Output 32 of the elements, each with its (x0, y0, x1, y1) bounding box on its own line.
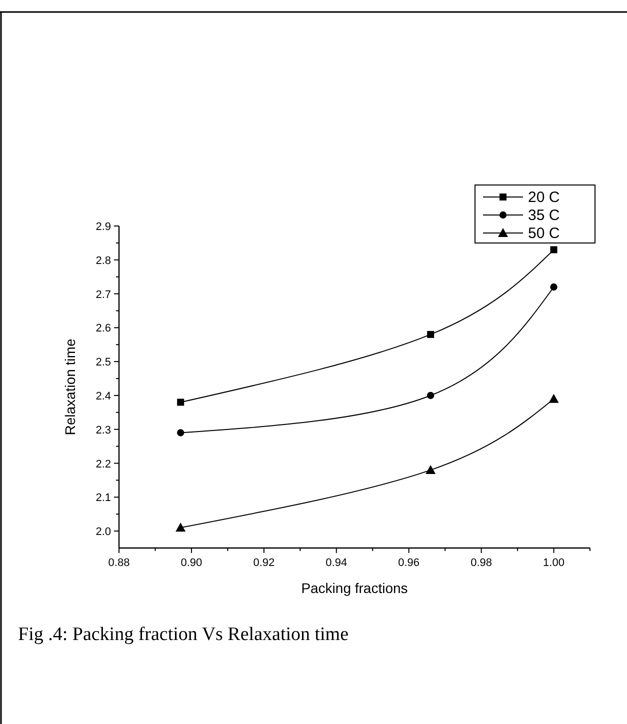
legend-label: 35 C (528, 207, 560, 224)
y-axis-title: Relaxation time (62, 338, 78, 436)
point (426, 465, 436, 474)
y-tick-label: 2.5 (96, 356, 111, 369)
y-tick-label: 2.1 (96, 492, 111, 504)
y-tick-label: 2.3 (96, 424, 111, 436)
point (426, 392, 434, 400)
x-tick-label: 0.98 (470, 557, 492, 569)
point (550, 246, 558, 254)
x-tick-label: 0.96 (398, 557, 420, 569)
legend-label: 50 C (528, 225, 560, 242)
y-tick-label: 2.2 (96, 458, 111, 470)
y-tick-label: 2.4 (96, 390, 111, 402)
point (550, 283, 558, 291)
text: Fig .4: Packing fraction Vs Relaxation time (18, 624, 349, 645)
point (176, 522, 186, 532)
x-tick-label: 1.00 (543, 557, 564, 569)
y-tick-label: 2.8 (96, 254, 111, 267)
x-tick-label: 0.94 (326, 557, 348, 569)
x-tick-label: 0.90 (180, 557, 202, 569)
y-tick-label: 2.6 (96, 322, 111, 335)
point (177, 398, 184, 406)
x-tick-label: 0.92 (253, 557, 275, 569)
point (427, 330, 434, 338)
point (176, 429, 184, 436)
x-tick-label: 0.88 (108, 557, 130, 569)
point (548, 394, 559, 403)
legend-label: 20 C (528, 189, 560, 206)
x-axis-title: Packing fractions (301, 580, 408, 596)
y-tick-label: 2.0 (96, 526, 111, 538)
y-tick-label: 2.7 (96, 288, 111, 301)
y-tick-label: 2.9 (96, 221, 111, 233)
